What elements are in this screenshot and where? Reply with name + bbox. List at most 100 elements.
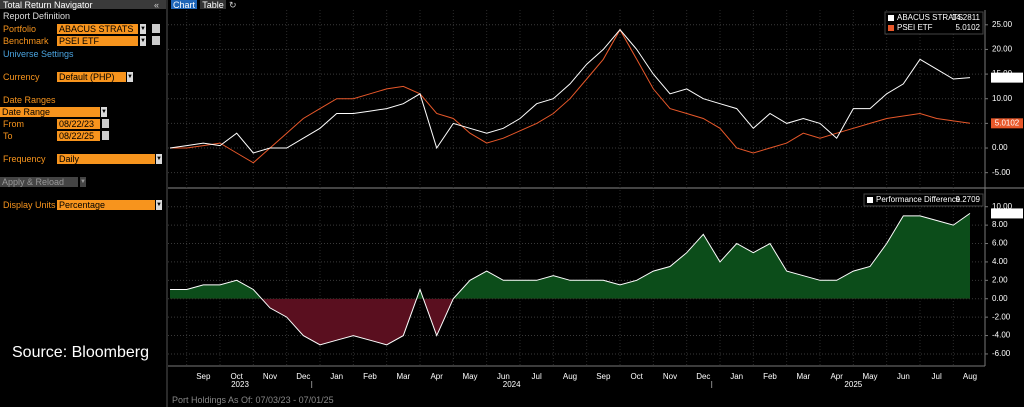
value-tag-label: 5.0102 bbox=[995, 118, 1020, 127]
x-tick-label: Sep bbox=[196, 372, 211, 381]
y-tick-label: 4.00 bbox=[992, 257, 1008, 266]
dropdown-arrow[interactable]: ▼ bbox=[156, 200, 162, 210]
series-line bbox=[170, 28, 971, 164]
x-tick-label: Nov bbox=[263, 372, 277, 381]
x-tick-label: Jan bbox=[330, 372, 343, 381]
x-tick-label: Dec bbox=[696, 372, 710, 381]
x-tick-label: Jan bbox=[730, 372, 743, 381]
x-tick-label: Nov bbox=[663, 372, 677, 381]
calendar-icon[interactable] bbox=[102, 119, 109, 128]
footer-note: Port Holdings As Of: 07/03/23 - 07/01/25 bbox=[172, 395, 334, 405]
dropdown-arrow[interactable]: ▼ bbox=[80, 177, 86, 187]
y-tick-label: -4.00 bbox=[992, 331, 1011, 340]
field-label: Portfolio bbox=[3, 24, 37, 34]
x-tick-label: Apr bbox=[430, 372, 443, 381]
x-tick-label: Oct bbox=[630, 372, 643, 381]
y-tick-label: 0.00 bbox=[992, 294, 1008, 303]
y-tick-label: 8.00 bbox=[992, 220, 1008, 229]
year-label: 2023 bbox=[231, 380, 249, 389]
field-label: Benchmark bbox=[3, 36, 49, 46]
apply-button[interactable]: Apply & Reload bbox=[0, 177, 78, 187]
x-tick-label: Jul bbox=[932, 372, 942, 381]
tab[interactable]: Table bbox=[200, 0, 226, 10]
negative-area bbox=[170, 298, 970, 345]
dropdown-arrow[interactable]: ▼ bbox=[140, 36, 146, 46]
legend-label: ABACUS STRATS bbox=[897, 13, 963, 22]
legend-swatch bbox=[867, 197, 873, 203]
display-units-input[interactable]: Percentage bbox=[57, 200, 155, 210]
field-label: To bbox=[3, 131, 13, 141]
y-tick-label: 25.00 bbox=[992, 20, 1013, 29]
value-tag bbox=[991, 72, 1023, 83]
y-tick-label: -6.00 bbox=[992, 349, 1011, 358]
series-line bbox=[170, 212, 971, 346]
y-tick-label: 0.00 bbox=[992, 143, 1008, 152]
x-tick-label: Mar bbox=[396, 372, 410, 381]
x-tick-label: Feb bbox=[363, 372, 377, 381]
field-label: Frequency bbox=[3, 154, 46, 164]
legend-swatch bbox=[888, 25, 894, 31]
legend-box bbox=[884, 11, 984, 35]
series-line bbox=[169, 28, 971, 154]
x-tick-label: Dec bbox=[296, 372, 310, 381]
y-tick-label: -5.00 bbox=[992, 168, 1011, 177]
legend-label: PSEI ETF bbox=[897, 23, 933, 32]
title-bar bbox=[0, 0, 166, 9]
calendar-icon[interactable] bbox=[102, 131, 109, 140]
universe-settings-link[interactable]: Universe Settings bbox=[3, 49, 74, 59]
value-tag bbox=[991, 208, 1023, 219]
collapse-button[interactable]: « bbox=[154, 0, 160, 10]
legend-box bbox=[863, 193, 984, 207]
x-tick-label: Jun bbox=[497, 372, 510, 381]
dropdown-arrow[interactable]: ▼ bbox=[156, 154, 162, 164]
x-tick-label: Apr bbox=[830, 372, 843, 381]
dropdown-arrow[interactable]: ▼ bbox=[140, 24, 146, 34]
y-tick-label: 10.00 bbox=[992, 202, 1013, 211]
year-label: 2025 bbox=[844, 380, 862, 389]
x-tick-label: Jun bbox=[897, 372, 910, 381]
legend-label: Performance Difference bbox=[876, 195, 961, 204]
legend-swatch bbox=[888, 15, 894, 21]
x-tick-label: Aug bbox=[563, 372, 577, 381]
date-range-input[interactable]: Date Range bbox=[0, 107, 100, 117]
to-date-input[interactable]: 08/22/25 bbox=[57, 131, 100, 141]
dropdown-arrow[interactable]: ▼ bbox=[101, 107, 107, 117]
y-tick-label: 20.00 bbox=[992, 45, 1013, 54]
x-tick-label: May bbox=[862, 372, 877, 381]
year-label: 2024 bbox=[503, 380, 521, 389]
x-tick-label: Sep bbox=[596, 372, 611, 381]
section-label: Date Ranges bbox=[3, 95, 56, 105]
legend-value: 9.2709 bbox=[956, 195, 981, 204]
search-icon[interactable] bbox=[152, 24, 160, 33]
refresh-icon[interactable]: ↻ bbox=[229, 0, 237, 10]
field-label: From bbox=[3, 119, 24, 129]
legend-value: 5.0102 bbox=[956, 23, 981, 32]
from-date-input[interactable]: 08/22/23 bbox=[57, 119, 100, 129]
panel-title: Total Return Navigator bbox=[3, 0, 93, 10]
y-tick-label: -2.00 bbox=[992, 312, 1011, 321]
source-note: Source: Bloomberg bbox=[12, 344, 149, 361]
value-tag-label: 9.2709 bbox=[995, 209, 1020, 218]
x-tick-label: Feb bbox=[763, 372, 777, 381]
section-label: Report Definition bbox=[3, 11, 71, 21]
x-tick-label: Jul bbox=[532, 372, 542, 381]
x-tick-label: May bbox=[462, 372, 477, 381]
y-tick-label: 2.00 bbox=[992, 275, 1008, 284]
benchmark-input[interactable]: PSEI ETF bbox=[57, 36, 138, 46]
search-icon[interactable] bbox=[152, 36, 160, 45]
currency-input[interactable]: Default (PHP) bbox=[57, 72, 126, 82]
positive-area bbox=[170, 213, 970, 299]
x-tick-label: Oct bbox=[230, 372, 243, 381]
field-label: Currency bbox=[3, 72, 40, 82]
portfolio-input[interactable]: ABACUS STRATS bbox=[57, 24, 138, 34]
value-tag bbox=[991, 118, 1023, 129]
x-tick-label: Aug bbox=[963, 372, 977, 381]
x-tick-label: Mar bbox=[796, 372, 810, 381]
frequency-input[interactable]: Daily bbox=[57, 154, 155, 164]
dropdown-arrow[interactable]: ▼ bbox=[127, 72, 133, 82]
value-tag-label: 14.2811 bbox=[993, 73, 1022, 82]
tab[interactable]: Chart bbox=[171, 0, 197, 10]
legend-value: 14.2811 bbox=[952, 13, 981, 22]
